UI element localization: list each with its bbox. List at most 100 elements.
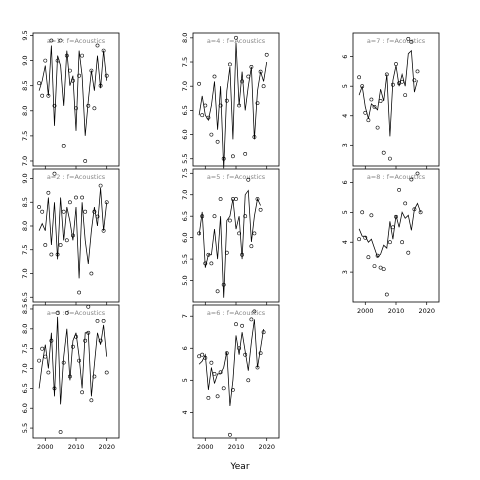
data-point (234, 197, 238, 201)
data-point (37, 358, 42, 363)
data-point (104, 370, 109, 375)
data-point (357, 237, 362, 242)
data-point (218, 370, 223, 375)
data-point (237, 103, 242, 108)
data-point (43, 354, 48, 359)
data-point (215, 289, 220, 294)
data-point (240, 79, 245, 84)
fitted-line (358, 202, 421, 258)
data-point (40, 346, 45, 351)
data-point (101, 228, 106, 233)
data-point (37, 81, 42, 86)
data-point (95, 43, 100, 48)
data-point (52, 171, 57, 176)
data-point (252, 135, 257, 139)
x-tick-label: 2010 (68, 443, 85, 451)
data-point (92, 106, 97, 111)
data-point (203, 103, 208, 108)
data-point (43, 243, 48, 247)
data-point (77, 290, 82, 295)
panel-frame (192, 168, 280, 303)
data-point (227, 62, 232, 67)
data-point (255, 365, 260, 370)
data-point (46, 370, 51, 375)
data-point (258, 69, 263, 74)
fitted-line (38, 187, 108, 279)
y-tick-label: 5.5 (181, 254, 189, 264)
y-tick-label: 7.5 (181, 57, 189, 67)
data-point (55, 252, 60, 257)
y-tick-label: 8.0 (181, 33, 189, 43)
data-point (224, 98, 229, 103)
data-point (209, 132, 214, 137)
data-point (86, 330, 91, 335)
data-point (409, 40, 414, 44)
y-tick-label: 9.0 (21, 55, 29, 65)
data-point (200, 113, 205, 118)
data-point (68, 200, 72, 205)
data-point (209, 261, 214, 266)
y-tick-label: 4 (341, 114, 349, 118)
data-point (252, 309, 257, 314)
y-tick-label: 6.0 (21, 403, 29, 413)
y-tick-label: 6 (341, 55, 349, 59)
data-point (384, 72, 389, 77)
data-point (197, 354, 202, 359)
data-point (258, 351, 263, 356)
data-point (68, 68, 72, 73)
data-point (378, 99, 383, 103)
data-point (375, 253, 380, 258)
facet-label: a=2 : f=Acoustics (47, 173, 106, 181)
y-tick-label: 6.5 (181, 211, 189, 221)
data-point (197, 231, 202, 236)
fitted-line (38, 316, 108, 405)
data-point (381, 267, 386, 272)
y-tick-label: 7 (181, 314, 189, 318)
data-point (61, 360, 66, 365)
data-point (209, 360, 214, 365)
data-point (206, 252, 211, 257)
data-point (86, 103, 91, 108)
data-point (418, 210, 423, 215)
data-point (397, 187, 402, 192)
data-point (412, 78, 417, 83)
x-axis-title: Year (229, 462, 249, 472)
data-point (71, 78, 75, 83)
y-tick-label: 7.0 (21, 156, 29, 166)
data-point (77, 358, 82, 363)
facet-panel: a=8 : f=Acoustics 3 4 5 6 2000 2010 2020 (341, 168, 440, 315)
data-point (400, 79, 405, 84)
data-point (387, 156, 392, 161)
panel-frame (192, 304, 280, 439)
data-point (95, 214, 100, 219)
fitted-line (198, 42, 268, 169)
data-point (255, 197, 260, 201)
panel-frame (352, 168, 440, 303)
data-point (363, 235, 368, 240)
facet-panel: a=2 : f=Acoustics 6.5 7.0 7.5 8.0 8.5 9.0 (21, 168, 120, 309)
data-point (224, 351, 229, 356)
data-point (200, 352, 205, 357)
y-tick-label: 5 (341, 84, 349, 88)
data-point (403, 201, 408, 206)
data-point (101, 318, 106, 323)
data-point (409, 177, 414, 182)
data-point (397, 81, 402, 86)
data-point (415, 171, 420, 176)
data-point (366, 118, 371, 123)
data-point (372, 105, 377, 109)
facet-panel: a=5 : f=Acoustics 5.0 5.5 6.0 6.5 7.0 7.5 (181, 168, 280, 305)
facet-panels: a=1 : f=Acoustics 7.0 7.5 8.0 8.5 9.0 9.5 a=2 :… (21, 30, 440, 451)
data-point (372, 264, 377, 269)
data-point (261, 330, 266, 335)
data-point (381, 150, 386, 155)
y-tick-label: 9.0 (21, 173, 29, 183)
y-tick-label: 5.5 (181, 154, 189, 164)
y-tick-label: 7.5 (181, 168, 189, 178)
data-point (406, 37, 411, 41)
data-point (230, 387, 235, 392)
fitted-line (198, 189, 261, 298)
y-tick-label: 5 (181, 378, 189, 382)
fitted-line (358, 49, 418, 137)
panel-frame (32, 32, 120, 167)
